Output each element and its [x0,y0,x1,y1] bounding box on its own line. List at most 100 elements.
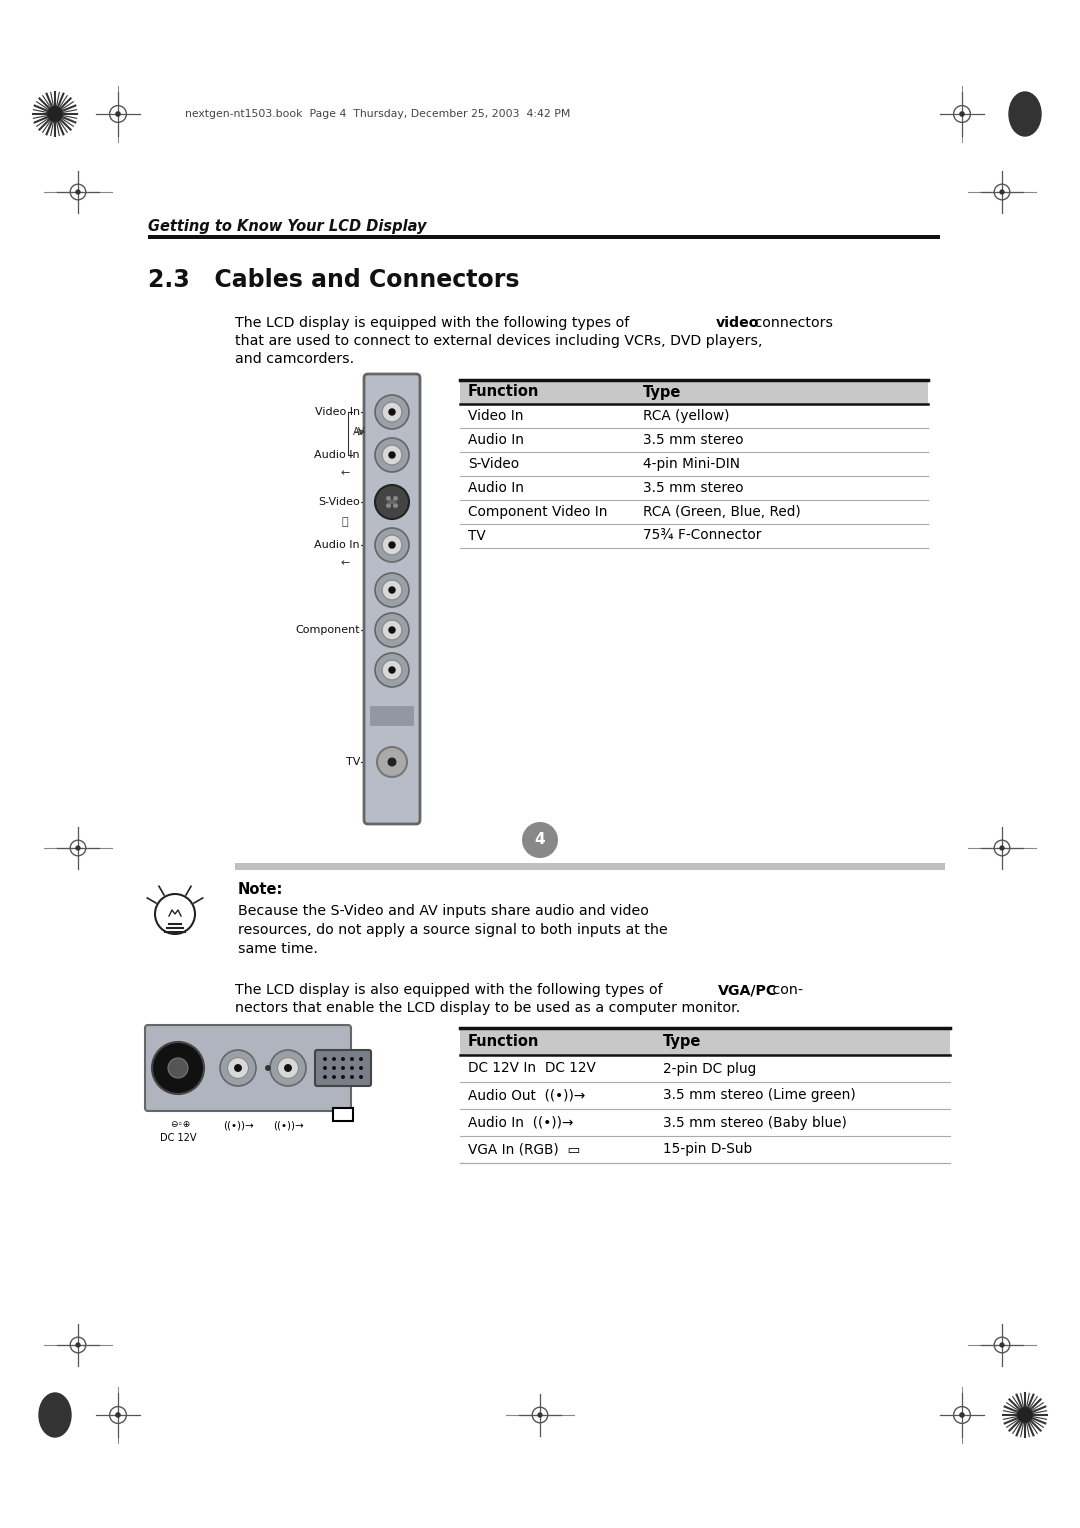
Circle shape [1000,189,1004,194]
Circle shape [382,620,402,640]
Text: Audio In: Audio In [468,481,524,495]
Circle shape [388,758,396,767]
Text: and camcorders.: and camcorders. [235,351,354,367]
Circle shape [389,666,395,674]
Circle shape [156,894,195,934]
Ellipse shape [39,1394,71,1436]
Text: ((•))→: ((•))→ [222,1120,254,1131]
Circle shape [538,1413,542,1416]
Text: The LCD display is equipped with the following types of: The LCD display is equipped with the fol… [235,316,634,330]
Circle shape [375,573,409,607]
Circle shape [76,1343,80,1348]
Circle shape [389,541,395,549]
Text: Getting to Know Your LCD Display: Getting to Know Your LCD Display [148,219,427,234]
Text: VGA In (RGB)  ▭: VGA In (RGB) ▭ [468,1143,580,1157]
Circle shape [389,451,395,458]
Text: Audio In  ((•))→: Audio In ((•))→ [468,1115,573,1129]
Text: ←: ← [340,468,350,478]
Text: 2-pin DC plug: 2-pin DC plug [663,1062,756,1076]
Text: 2.3   Cables and Connectors: 2.3 Cables and Connectors [148,267,519,292]
FancyBboxPatch shape [364,374,420,824]
Circle shape [350,1057,354,1060]
Bar [370,706,414,726]
Circle shape [375,652,409,688]
Circle shape [382,660,402,680]
Text: Component: Component [295,625,360,636]
Ellipse shape [1009,92,1041,136]
Text: 3.5 mm stereo (Baby blue): 3.5 mm stereo (Baby blue) [663,1115,847,1129]
Bar [235,863,945,869]
Circle shape [389,626,395,634]
Circle shape [393,497,399,501]
Circle shape [389,587,395,594]
FancyBboxPatch shape [145,1025,351,1111]
Circle shape [375,613,409,646]
Text: Type: Type [663,1034,701,1050]
Circle shape [359,1067,363,1070]
Circle shape [382,445,402,465]
Circle shape [960,112,964,116]
Text: Type: Type [643,385,681,399]
Text: ⊖◦⊕: ⊖◦⊕ [170,1120,190,1129]
Circle shape [265,1065,271,1071]
Text: Because the S-Video and AV inputs share audio and video: Because the S-Video and AV inputs share … [238,905,649,918]
Circle shape [522,822,558,859]
Text: same time.: same time. [238,941,318,957]
Circle shape [386,497,391,501]
Bar [460,1028,950,1054]
Text: 4: 4 [535,833,545,848]
Circle shape [375,439,409,472]
Text: DC 12V: DC 12V [160,1132,197,1143]
Text: nextgen-nt1503.book  Page 4  Thursday, December 25, 2003  4:42 PM: nextgen-nt1503.book Page 4 Thursday, Dec… [185,108,570,119]
Circle shape [48,107,62,121]
Bar [148,235,940,238]
Circle shape [386,503,391,507]
Text: Note:: Note: [238,882,283,897]
Text: 75¾ F-Connector: 75¾ F-Connector [643,529,761,542]
Text: 3.5 mm stereo: 3.5 mm stereo [643,481,743,495]
Text: TV: TV [346,756,360,767]
Circle shape [359,1076,363,1079]
Text: DC 12V In  DC 12V: DC 12V In DC 12V [468,1062,596,1076]
FancyBboxPatch shape [315,1050,372,1086]
Circle shape [1000,847,1004,850]
Circle shape [350,1067,354,1070]
Text: ⌖: ⌖ [341,516,349,527]
Text: 4-pin Mini-DIN: 4-pin Mini-DIN [643,457,740,471]
Text: Function: Function [468,385,539,399]
Text: nectors that enable the LCD display to be used as a computer monitor.: nectors that enable the LCD display to b… [235,1001,740,1015]
Circle shape [323,1076,327,1079]
Circle shape [350,1076,354,1079]
Text: 3.5 mm stereo (Lime green): 3.5 mm stereo (Lime green) [663,1088,855,1103]
Text: Video In: Video In [468,410,524,423]
Circle shape [359,1057,363,1060]
Circle shape [116,112,120,116]
Circle shape [377,747,407,778]
Circle shape [76,189,80,194]
Text: RCA (Green, Blue, Red): RCA (Green, Blue, Red) [643,504,800,520]
Text: con-: con- [768,983,804,996]
Circle shape [389,408,395,416]
Text: resources, do not apply a source signal to both inputs at the: resources, do not apply a source signal … [238,923,667,937]
Circle shape [116,1413,120,1416]
Circle shape [76,847,80,850]
Text: Audio In: Audio In [314,451,360,460]
Circle shape [278,1057,298,1079]
Text: Video In: Video In [315,406,360,417]
Text: 3.5 mm stereo: 3.5 mm stereo [643,432,743,448]
Bar [333,1108,353,1122]
Circle shape [393,503,399,507]
Circle shape [284,1063,292,1073]
Text: TV: TV [468,529,486,542]
Circle shape [332,1057,336,1060]
Text: VGA/PC: VGA/PC [718,983,778,996]
Text: Component Video In: Component Video In [468,504,607,520]
Text: Function: Function [468,1034,539,1050]
Text: The LCD display is also equipped with the following types of: The LCD display is also equipped with th… [235,983,667,996]
Text: Audio In: Audio In [468,432,524,448]
Circle shape [220,1050,256,1086]
Text: RCA (yellow): RCA (yellow) [643,410,729,423]
Text: that are used to connect to external devices including VCRs, DVD players,: that are used to connect to external dev… [235,335,762,348]
Circle shape [332,1067,336,1070]
Text: ((•))→: ((•))→ [272,1120,303,1131]
